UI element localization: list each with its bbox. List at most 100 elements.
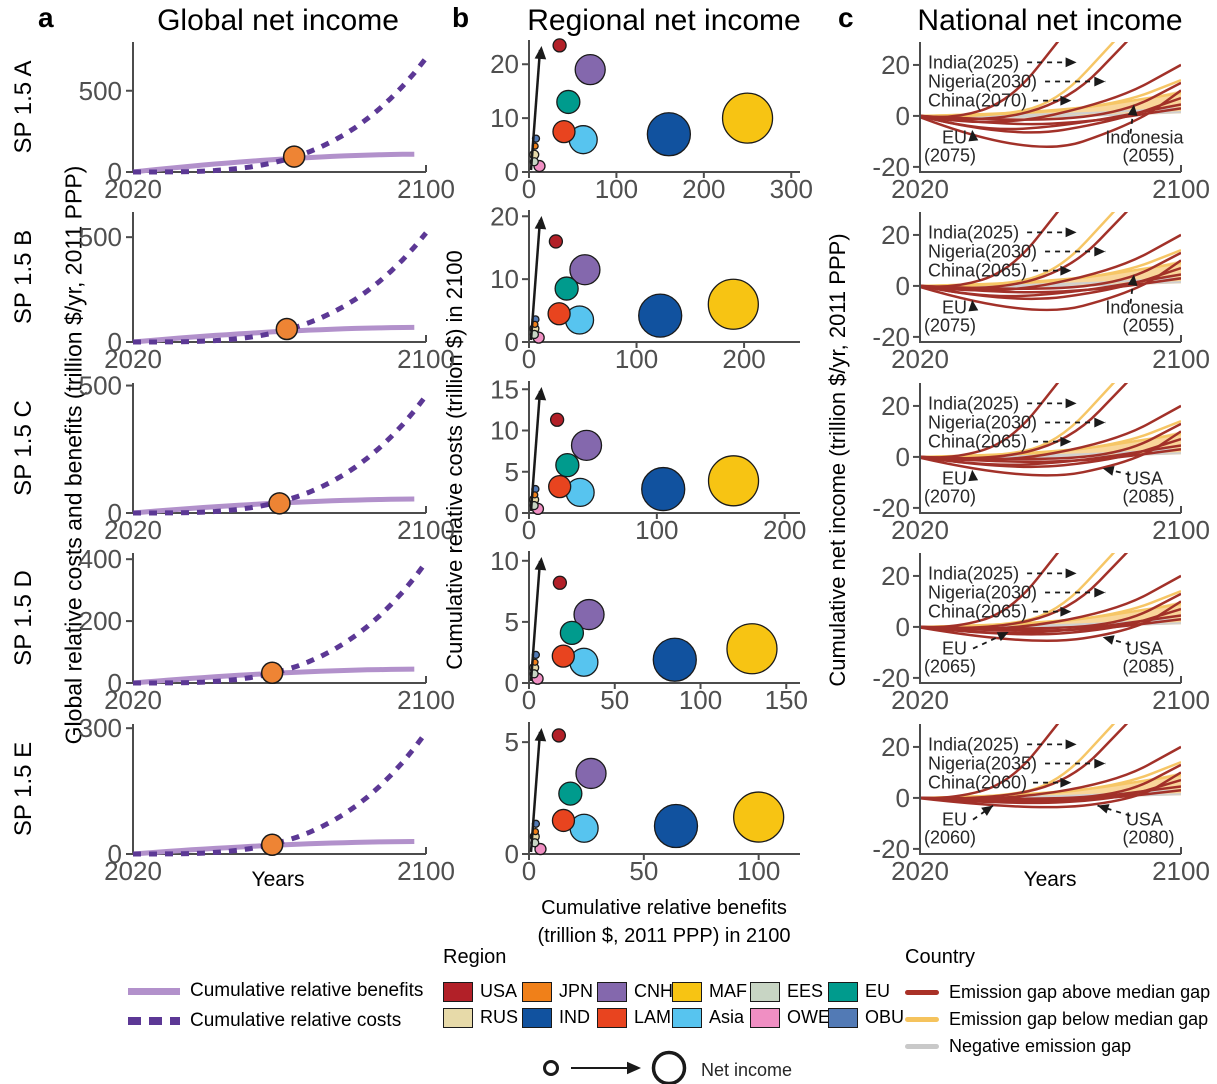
x-tick-label: 2100 [1152, 174, 1210, 204]
x-tick-label: 2020 [891, 685, 949, 715]
x-tick-label: 2100 [1152, 344, 1210, 374]
x-tick-label: 2020 [104, 685, 162, 715]
annotation-text: EU [942, 639, 967, 659]
region-label: Asia [709, 1007, 745, 1027]
above-median-line [920, 81, 1181, 121]
annotation-text: USA [1126, 639, 1163, 659]
y-tick-label: 20 [881, 391, 910, 421]
bubble-USA [552, 38, 567, 53]
x-tick-label: 2100 [397, 174, 455, 204]
arrowhead-icon [1065, 57, 1077, 68]
curve-group [920, 553, 1181, 643]
arrowhead-icon [1065, 227, 1077, 238]
growth-arrow [529, 219, 542, 341]
arrowhead-icon [1065, 398, 1077, 409]
region-swatch-OWE [750, 1007, 780, 1028]
arrowhead-icon [1065, 739, 1077, 750]
y-tick-label: 10 [490, 416, 519, 446]
arrowhead-icon [1097, 804, 1110, 814]
region-swatch-EU [828, 981, 858, 1002]
benefits-line-swatch [128, 987, 180, 995]
arrowhead-icon [1094, 758, 1106, 769]
y-tick-label: 0 [108, 498, 122, 528]
y-tick-label: 200 [79, 606, 122, 636]
scenario-label: SP 1.5 B [10, 229, 37, 325]
panel-b-subplot-5: 050 50 100 [505, 722, 800, 886]
x-tick-label: 100 [595, 174, 638, 204]
x-tick-label: 150 [765, 685, 808, 715]
y-tick-label: 500 [79, 371, 122, 401]
region-label: RUS [480, 1007, 519, 1027]
bubble-EU [556, 89, 581, 115]
y-tick-label: 0 [896, 442, 910, 472]
break-even-dot [260, 833, 284, 857]
panel-a-title: Global net income [157, 4, 399, 37]
x-tick-label: 2100 [1152, 685, 1210, 715]
above-median-line [920, 592, 1181, 630]
annotation-text: Indonesia [1105, 128, 1184, 148]
above-median-line [920, 277, 1181, 294]
legend-region-item-RUS: RUS [443, 1007, 518, 1028]
x-tick-label: 2100 [397, 685, 455, 715]
region-swatch-CNH [597, 981, 627, 1002]
curve-group [920, 383, 1181, 477]
y-tick-label: 5 [505, 457, 519, 487]
arrowhead-icon [1094, 587, 1106, 598]
arrowhead-icon [1060, 606, 1072, 617]
bubble-MAF [733, 791, 785, 843]
axes [919, 212, 1181, 343]
arrowhead-icon [968, 129, 979, 142]
arrowhead-icon [1127, 104, 1138, 116]
annotation-text: (2070) [924, 486, 976, 506]
growth-arrow [529, 731, 542, 853]
arrowhead-icon [534, 728, 547, 742]
above-median-line [920, 763, 1181, 801]
arrowhead-icon [968, 469, 979, 482]
legend-benefits-costs: Cumulative relative benefits Cumulative … [128, 976, 423, 1036]
y-tick-label: 0 [505, 668, 519, 698]
legend-region-item-OWE: OWE [750, 1007, 830, 1028]
y-tick-label: 300 [79, 713, 122, 743]
annotation-text: EU [942, 469, 967, 489]
legend-country-title: Country [905, 946, 976, 968]
y-tick-label: 10 [490, 546, 519, 576]
x-tick-label: 2020 [104, 174, 162, 204]
annotation-text: EU [942, 298, 967, 318]
x-tick-label: 0 [522, 856, 536, 886]
y-tick-label: 20 [490, 201, 519, 231]
scenario-label: SP 1.5 C [10, 400, 37, 496]
y-tick-label: 10 [490, 264, 519, 294]
annotation-text: (2075) [924, 315, 976, 335]
x-tick-label: 2100 [397, 856, 455, 886]
legend-region-item-JPN: JPN [522, 981, 593, 1002]
arrowhead-icon [534, 46, 547, 60]
arrowhead-icon [1094, 76, 1106, 87]
above-median-line [920, 422, 1181, 461]
y-tick-label: 0 [108, 327, 122, 357]
region-label: LAM [634, 1007, 672, 1027]
annotation-text: (2055) [1122, 145, 1174, 165]
y-tick-label: -20 [872, 663, 910, 693]
annotation-text: China(2060) [928, 773, 1027, 793]
y-tick-label: 0 [896, 101, 910, 131]
annotation-text: (2055) [1122, 315, 1174, 335]
legend-country-item-2: Emission gap below median gap [905, 1009, 1208, 1030]
region-label: MAF [709, 981, 747, 1001]
annotation-text: (2075) [924, 145, 976, 165]
y-tick-label: 0 [505, 839, 519, 869]
region-swatch-IND [522, 1007, 552, 1028]
panel-a-letter: a [38, 2, 54, 33]
axes [132, 724, 426, 855]
x-tick-label: 2020 [104, 515, 162, 545]
annotation-text: India(2025) [928, 393, 1019, 413]
panel-a-subplot-1: 0 500 2020 2100 [79, 42, 455, 204]
large-bubble-icon [651, 1050, 687, 1084]
arrowhead-icon [627, 1061, 641, 1075]
legend-region-item-LAM: LAM [597, 1007, 671, 1028]
bubble-CNH [570, 429, 603, 461]
panel-b-title: Regional net income [527, 4, 801, 37]
